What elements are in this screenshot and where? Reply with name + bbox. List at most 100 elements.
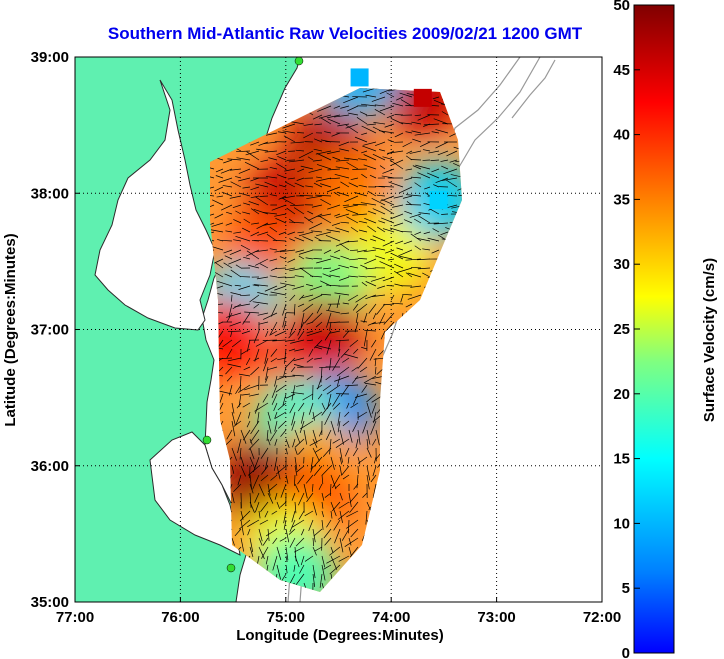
velocity-vector xyxy=(226,429,233,440)
velocity-vector xyxy=(435,177,449,184)
velocity-vector xyxy=(316,345,332,350)
velocity-vector xyxy=(270,330,278,335)
velocity-vector xyxy=(250,222,260,225)
velocity-vector xyxy=(313,456,323,468)
velocity-vector xyxy=(282,123,296,129)
velocity-vector xyxy=(362,145,377,152)
velocity-vector xyxy=(276,150,287,156)
velocity-vector xyxy=(249,537,254,553)
velocity-vector xyxy=(345,209,359,215)
velocity-vector xyxy=(274,411,278,419)
velocity-vector xyxy=(294,236,305,242)
velocity-vector xyxy=(321,519,324,530)
velocity-vector xyxy=(365,294,377,300)
velocity-vector xyxy=(231,447,237,461)
velocity-vector xyxy=(250,177,260,182)
velocity-vector xyxy=(384,249,395,254)
colorbar-ticks: 0 5 10 15 20 25 30 35 40 45 50 xyxy=(613,0,640,659)
velocity-vector xyxy=(247,528,251,536)
velocity-vector xyxy=(289,221,305,224)
velocity-vector xyxy=(357,429,361,445)
velocity-vector xyxy=(329,483,332,497)
velocity-vector xyxy=(333,105,341,109)
velocity-vector xyxy=(238,168,251,174)
velocity-vector xyxy=(283,366,287,377)
velocity-vector xyxy=(214,213,224,219)
velocity-vector xyxy=(371,438,377,446)
velocity-vector xyxy=(255,196,269,206)
velocity-vector xyxy=(250,366,260,376)
velocity-vector xyxy=(323,564,332,570)
velocity-vector xyxy=(405,131,413,134)
colorbar xyxy=(633,4,675,654)
velocity-vector xyxy=(284,181,296,188)
velocity-vector xyxy=(269,194,278,197)
velocity-vector xyxy=(260,501,269,512)
velocity-vector xyxy=(290,339,305,344)
velocity-vector xyxy=(282,130,296,134)
velocity-vector xyxy=(227,363,242,368)
velocity-vector xyxy=(269,321,278,336)
velocity-vector xyxy=(265,330,269,337)
gridlines xyxy=(75,57,602,602)
velocity-vector xyxy=(349,339,359,347)
velocity-vector xyxy=(320,198,332,206)
velocity-vector xyxy=(334,114,350,118)
chart-title: Southern Mid-Atlantic Raw Velocities 200… xyxy=(108,24,583,43)
velocity-vector xyxy=(351,366,359,372)
velocity-vector xyxy=(297,303,305,307)
velocity-vector xyxy=(297,168,305,173)
velocity-vector xyxy=(412,138,422,143)
velocity-vector xyxy=(254,240,269,242)
x-tick-label: 73:00 xyxy=(477,609,515,626)
velocity-vector xyxy=(316,258,332,264)
velocity-vector xyxy=(369,348,377,361)
velocity-vector xyxy=(246,151,260,161)
velocity-vector xyxy=(396,96,404,101)
velocity-vector xyxy=(414,182,422,188)
velocity-vector xyxy=(327,168,341,171)
velocity-vector xyxy=(360,320,368,323)
velocity-vector xyxy=(324,411,332,426)
velocity-vector xyxy=(334,249,341,253)
velocity-vector xyxy=(298,150,314,159)
velocity-vector xyxy=(321,492,325,501)
velocity-vector xyxy=(357,411,368,419)
velocity-vector xyxy=(340,181,350,188)
velocity-vector xyxy=(338,339,341,351)
y-axis-ticks: 35:00 36:00 37:00 38:00 39:00 xyxy=(31,49,80,611)
velocity-vector xyxy=(230,292,242,296)
velocity-vector xyxy=(334,213,341,217)
velocity-vector xyxy=(319,573,323,588)
velocity-vector xyxy=(374,108,386,116)
velocity-vector xyxy=(235,384,242,395)
velocity-vector xyxy=(250,231,260,237)
velocity-vector xyxy=(346,519,359,529)
velocity-vector xyxy=(225,366,233,375)
velocity-vector xyxy=(298,249,314,255)
velocity-vector xyxy=(333,519,341,531)
velocity-vector xyxy=(210,194,215,197)
velocity-vector xyxy=(361,282,368,287)
velocity-vector xyxy=(262,357,269,372)
velocity-vector xyxy=(315,177,332,182)
velocity-vector xyxy=(383,312,395,325)
velocity-vector xyxy=(282,198,296,206)
velocity-vector xyxy=(247,411,251,419)
velocity-vector xyxy=(289,402,296,414)
velocity-vector xyxy=(249,438,253,445)
velocity-vector xyxy=(354,136,368,143)
velocity-vector xyxy=(252,301,269,305)
velocity-vector xyxy=(451,204,462,209)
velocity-vector xyxy=(257,292,269,296)
velocity-vector xyxy=(225,230,233,233)
velocity-vector xyxy=(343,353,359,359)
velocity-vector xyxy=(249,456,256,469)
velocity-vector xyxy=(288,330,296,339)
velocity-vector xyxy=(291,510,296,523)
velocity-vector xyxy=(340,221,350,224)
velocity-vector xyxy=(356,117,368,125)
velocity-vector xyxy=(259,263,269,269)
velocity-vector xyxy=(253,284,269,287)
velocity-vector xyxy=(346,162,359,170)
